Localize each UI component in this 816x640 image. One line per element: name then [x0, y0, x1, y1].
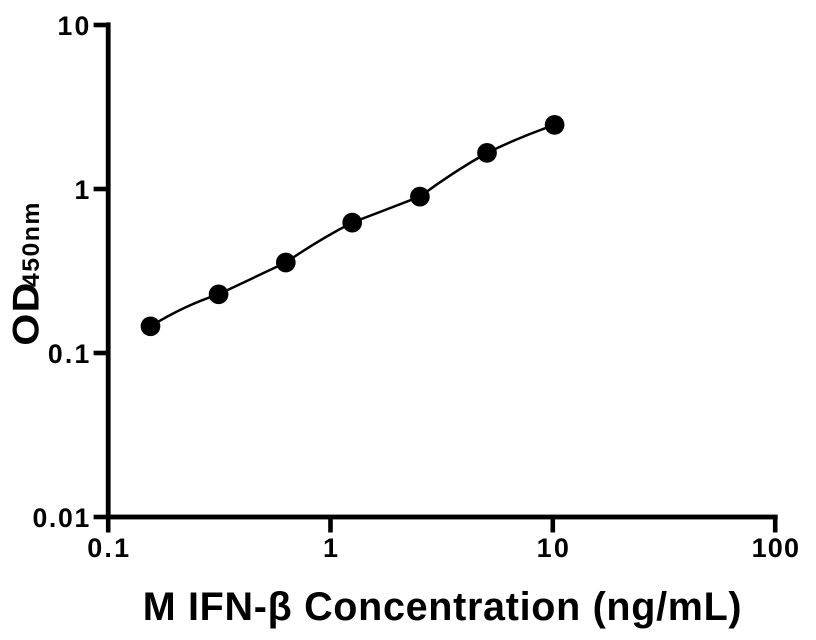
svg-text:M IFN-β Concentration (ng/mL): M IFN-β Concentration (ng/mL)	[143, 585, 743, 629]
svg-text:100: 100	[752, 533, 801, 563]
svg-text:0.1: 0.1	[48, 339, 92, 369]
svg-text:10: 10	[58, 11, 92, 41]
svg-text:450nm: 450nm	[18, 201, 44, 287]
svg-text:0.01: 0.01	[32, 503, 91, 533]
svg-text:0.1: 0.1	[87, 533, 131, 563]
svg-text:1: 1	[75, 175, 92, 205]
svg-text:1: 1	[323, 533, 340, 563]
svg-text:10: 10	[537, 533, 571, 563]
svg-text:OD: OD	[7, 281, 48, 346]
